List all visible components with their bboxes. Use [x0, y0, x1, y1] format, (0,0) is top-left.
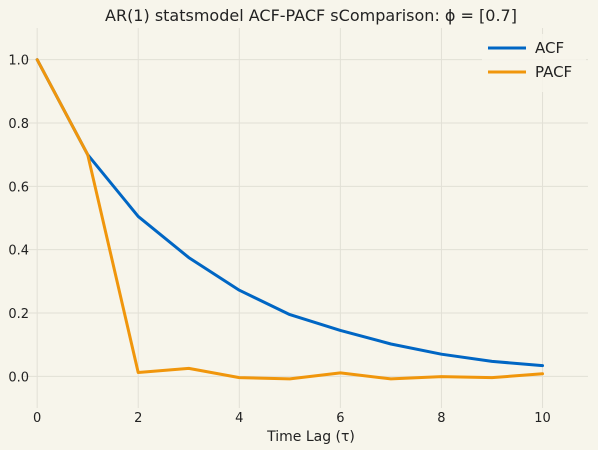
acf-legend-label: ACF [535, 39, 564, 57]
x-tick-label: 8 [437, 411, 445, 426]
pacf-line [35, 58, 544, 381]
y-tick-label: 0.4 [8, 244, 29, 259]
y-tick-label: 0.8 [8, 117, 29, 132]
legend-box [482, 34, 586, 92]
legend: ACF PACF [482, 34, 586, 92]
series-lines [35, 58, 544, 381]
acf-line [35, 58, 544, 368]
x-tick-label: 6 [336, 411, 344, 426]
y-tick-label: 0.2 [8, 307, 29, 322]
x-tick-label: 0 [33, 411, 41, 426]
x-tick-label: 4 [235, 411, 243, 426]
x-axis-label: Time Lag (τ) [266, 429, 355, 445]
pacf-legend-label: PACF [535, 63, 572, 81]
x-tick-labels: 0 2 4 6 8 10 [33, 411, 551, 426]
x-tick-label: 2 [134, 411, 142, 426]
y-tick-label: 1.0 [8, 54, 29, 69]
y-tick-label: 0.6 [8, 180, 29, 195]
chart-title: AR(1) statsmodel ACF-PACF sComparison: ϕ… [105, 6, 517, 25]
y-tick-labels: 0.0 0.2 0.4 0.6 0.8 1.0 [8, 54, 29, 386]
x-tick-label: 10 [534, 411, 551, 426]
y-tick-label: 0.0 [8, 370, 29, 385]
